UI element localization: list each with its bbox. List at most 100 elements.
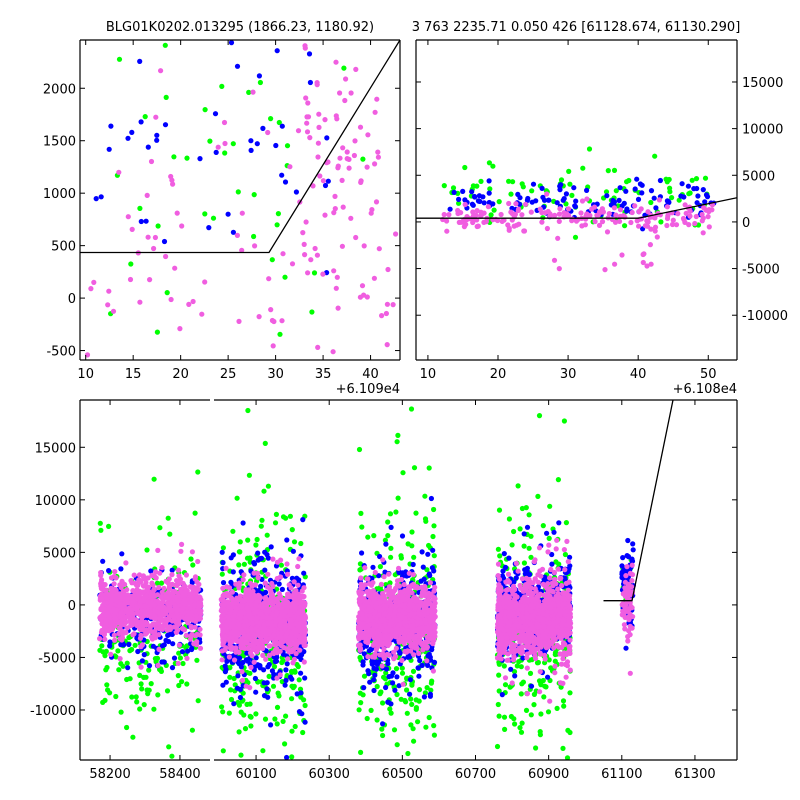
bottom-left-point-green: [141, 702, 147, 708]
bottom-right-point-green: [220, 748, 226, 754]
top-left-point-pink: [168, 296, 174, 303]
bottom-right-point-green: [235, 699, 241, 706]
bottom-ytick-label: 5000: [43, 546, 76, 561]
bottom-right-point-blue: [376, 573, 382, 579]
top-right-point-green: [687, 190, 693, 196]
bottom-right-point-blue: [388, 524, 394, 531]
bottom-right-point-blue: [421, 576, 427, 582]
bottom-left-point-pink: [113, 607, 119, 613]
top-left-point-green: [230, 141, 236, 147]
top-right-point-green: [693, 176, 700, 182]
bottom-right-point-green: [563, 520, 570, 526]
top-right-point-blue: [558, 182, 564, 188]
top-left-point-blue: [138, 119, 144, 125]
bottom-left-point-blue: [119, 551, 125, 557]
top-right-point-pink: [499, 218, 505, 224]
bottom-right-point-green: [289, 696, 295, 702]
bottom-left-point-pink: [109, 608, 115, 614]
bottom-right-point-green: [248, 714, 254, 720]
bottom-right-point-green: [398, 696, 404, 702]
bottom-left-point-pink: [142, 612, 148, 618]
bottom-left-point-green: [154, 655, 161, 662]
top-left-point-pink: [125, 214, 131, 220]
bottom-left-point-pink: [108, 585, 114, 591]
top-left-point-pink: [375, 149, 381, 155]
bottom-right-point-green: [261, 488, 267, 494]
bottom-right-point-blue: [274, 654, 280, 660]
top-left-point-green: [284, 143, 291, 149]
top-right-point-blue: [460, 188, 466, 194]
bottom-right-point-green: [358, 749, 364, 756]
bottom-right-point-green: [409, 701, 415, 708]
top-right-point-pink: [604, 229, 611, 235]
bottom-left-point-pink: [183, 572, 189, 578]
top-left-point-pink: [215, 144, 221, 150]
bottom-right-point-pink: [240, 577, 246, 583]
bottom-right-point-green: [380, 700, 386, 706]
bottom-left-point-pink: [98, 579, 104, 586]
top-right-point-blue: [702, 199, 708, 205]
bottom-left-point-pink: [156, 632, 162, 638]
bottom-right-point-blue: [399, 533, 406, 539]
bottom-right-point-green: [517, 526, 523, 532]
top-right-ytick-label: 0: [742, 216, 750, 231]
bottom-left-point-green: [102, 697, 108, 704]
top-left-point-blue: [230, 229, 236, 235]
top-left-point-blue: [197, 156, 203, 162]
bottom-right-point-blue: [619, 574, 625, 581]
top-left-point-pink: [199, 311, 205, 317]
top-left-point-blue: [325, 178, 331, 184]
top-left-point-pink: [280, 251, 286, 257]
top-left-point-pink: [268, 307, 274, 313]
bottom-right-point-green: [562, 551, 569, 558]
bottom-right-point-green: [394, 691, 400, 698]
bottom-right-point-green: [253, 711, 259, 717]
bottom-right-point-green: [237, 539, 243, 545]
bottom-right-point-green: [282, 741, 288, 747]
bottom-right-point-green: [245, 407, 251, 414]
top-right-point-blue: [584, 187, 590, 193]
bottom-right-point-green: [395, 495, 401, 501]
top-right-point-green: [626, 177, 632, 184]
bottom-left-point-pink: [130, 588, 136, 594]
top-right-point-pink: [706, 224, 712, 230]
top-left-point-pink: [372, 109, 378, 115]
bottom-left-point-pink: [118, 612, 124, 619]
bottom-left-point-pink: [159, 616, 165, 622]
top-right-point-pink: [634, 218, 640, 224]
bottom-right-point-green: [228, 696, 235, 703]
top-left-point-green: [128, 261, 134, 267]
bottom-right-point-blue: [298, 670, 304, 676]
top-left-point-blue: [213, 149, 219, 155]
bottom-left-point-pink: [116, 591, 122, 597]
bottom-right-point-blue: [302, 719, 308, 725]
bottom-right-point-pink: [299, 588, 305, 594]
top-right-point-pink: [613, 212, 619, 218]
top-left-point-pink: [303, 95, 309, 101]
bottom-right-point-blue: [427, 691, 433, 697]
bottom-left-point-blue: [169, 665, 176, 671]
top-right-point-pink: [537, 206, 543, 212]
top-left-point-pink: [168, 173, 174, 180]
top-right-point-pink: [644, 263, 650, 269]
top-left-point-pink: [170, 181, 176, 187]
top-right-xtick-label: 20: [490, 367, 507, 382]
bottom-left-point-pink: [169, 572, 175, 578]
bottom-left-point-pink: [108, 651, 114, 658]
bottom-right-point-blue: [556, 520, 562, 526]
bottom-left-point-pink: [189, 549, 195, 555]
bottom-left-point-green: [144, 547, 150, 553]
bottom-left-point-blue: [179, 649, 186, 655]
top-right-point-pink: [506, 227, 512, 233]
bottom-right-point-green: [382, 537, 388, 543]
top-right-point-green: [580, 165, 586, 171]
bottom-ytick-label: -5000: [38, 651, 76, 666]
top-left-point-pink: [302, 45, 308, 51]
bottom-left-point-green: [165, 515, 171, 521]
bottom-right-point-green: [262, 716, 269, 722]
top-right-point-pink: [485, 204, 491, 210]
bottom-right-point-blue: [369, 575, 375, 582]
bottom-left-point-green: [195, 698, 201, 704]
top-right-point-green: [648, 199, 654, 206]
top-left-model-line: [80, 40, 400, 254]
